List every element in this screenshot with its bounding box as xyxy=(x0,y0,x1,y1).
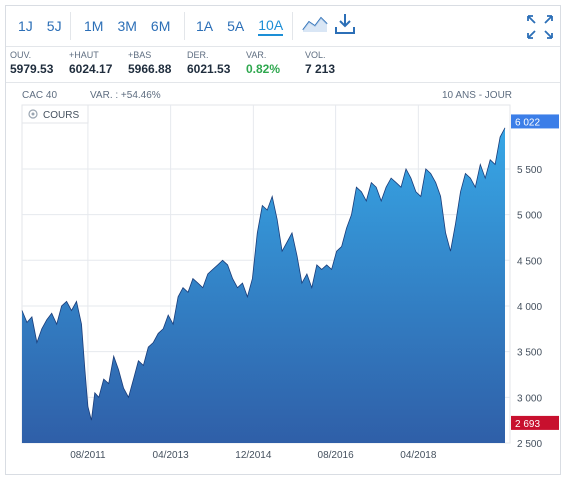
y-axis: 2 500 3 000 3 500 4 000 4 500 5 000 5 500 xyxy=(517,165,542,450)
chart-index-name: CAC 40 xyxy=(22,90,58,101)
x-tick-label: 04/2018 xyxy=(400,450,437,461)
period-1j-button[interactable]: 1J xyxy=(18,18,33,34)
stats-bar: OUV. 5979.53 +HAUT 6024.17 +BAS 5966.88 … xyxy=(6,47,560,83)
stat-last-label: DER. xyxy=(187,50,209,60)
period-1a-button[interactable]: 1A xyxy=(196,18,214,34)
stat-volume-value: 7 213 xyxy=(305,62,336,76)
toolbar-divider xyxy=(184,12,185,40)
period-group-long: 1A 5A 10A xyxy=(196,6,297,46)
x-tick-label: 04/2013 xyxy=(153,450,190,461)
period-group-mid: 1M 3M 6M xyxy=(84,6,184,46)
period-5a-button[interactable]: 5A xyxy=(227,18,245,34)
period-5j-button[interactable]: 5J xyxy=(46,18,62,34)
stat-high: +HAUT 6024.17 xyxy=(69,50,112,76)
y-tick-label: 4 500 xyxy=(517,256,542,267)
last-value-badge: 6 022 xyxy=(511,114,559,129)
stat-high-value: 6024.17 xyxy=(69,62,113,76)
stat-volume-label: VOL. xyxy=(305,50,326,60)
line-chart-icon[interactable] xyxy=(302,12,328,41)
stat-volume: VOL. 7 213 xyxy=(305,50,335,76)
stat-variation-label: VAR. xyxy=(246,50,267,60)
y-tick-label: 2 500 xyxy=(517,439,542,450)
stat-low-label: +BAS xyxy=(128,50,152,60)
stat-last-value: 6021.53 xyxy=(187,62,231,76)
period-1m-button[interactable]: 1M xyxy=(84,18,104,34)
period-toolbar: 1J 5J 1M 3M 6M 1A 5A 10A xyxy=(6,6,560,47)
series-legend[interactable]: COURS xyxy=(21,104,89,124)
stat-low-value: 5966.88 xyxy=(128,62,172,76)
stat-open-label: OUV. xyxy=(10,50,32,60)
toolbar-divider xyxy=(70,12,71,40)
series-label: COURS xyxy=(43,110,79,121)
stat-low: +BAS 5966.88 xyxy=(128,50,171,76)
price-area xyxy=(22,127,505,444)
stat-high-label: +HAUT xyxy=(69,50,99,60)
x-tick-label: 08/2011 xyxy=(70,450,106,461)
price-chart: 2 500 3 000 3 500 4 000 4 500 5 000 5 500 08/2… xyxy=(21,104,559,461)
x-tick-label: 12/2014 xyxy=(235,450,272,461)
gear-icon[interactable] xyxy=(28,109,38,119)
price-line xyxy=(21,127,506,421)
download-icon[interactable] xyxy=(334,12,356,41)
period-10a-button[interactable]: 10A xyxy=(258,17,284,36)
x-axis: 08/2011 04/2013 12/2014 08/2016 04/2018 xyxy=(70,450,437,461)
chart-variation: VAR. : +54.46% xyxy=(90,90,161,101)
expand-icon[interactable] xyxy=(526,14,554,45)
stat-variation-value: 0.82% xyxy=(246,62,281,76)
y-tick-label: 3 500 xyxy=(517,348,542,359)
chart-widget: 1J 5J 1M 3M 6M 1A 5A 10A xyxy=(5,5,561,475)
y-tick-label: 5 000 xyxy=(517,211,542,222)
stat-open: OUV. 5979.53 xyxy=(10,50,53,76)
toolbar-divider xyxy=(292,12,293,40)
y-tick-label: 5 500 xyxy=(517,165,542,176)
stat-last: DER. 6021.53 xyxy=(187,50,230,76)
min-value-badge: 2 693 xyxy=(511,415,559,430)
period-group-short: 1J 5J xyxy=(18,6,76,46)
period-6m-button[interactable]: 6M xyxy=(150,18,171,34)
x-tick-label: 08/2016 xyxy=(318,450,355,461)
min-value-label: 2 693 xyxy=(515,419,540,430)
stat-variation: VAR. 0.82% xyxy=(246,50,280,76)
stat-open-value: 5979.53 xyxy=(10,62,54,76)
y-tick-label: 4 000 xyxy=(517,302,542,313)
chart-range: 10 ANS - JOUR xyxy=(442,90,513,101)
y-tick-label: 3 000 xyxy=(517,393,542,404)
last-value-label: 6 022 xyxy=(515,117,540,128)
period-3m-button[interactable]: 3M xyxy=(117,18,137,34)
